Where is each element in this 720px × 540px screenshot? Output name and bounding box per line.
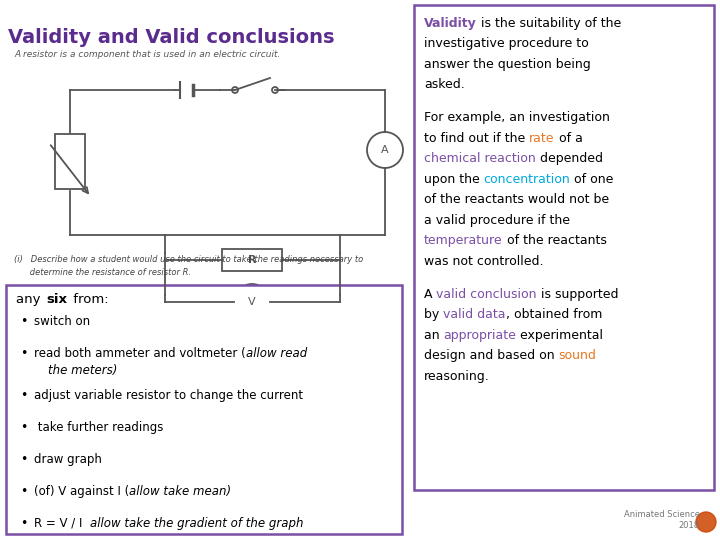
Text: read both ammeter and voltmeter (: read both ammeter and voltmeter (: [34, 347, 246, 360]
Text: sound: sound: [559, 349, 596, 362]
Text: is supported: is supported: [537, 288, 618, 301]
Text: •: •: [20, 421, 27, 434]
Text: from:: from:: [69, 293, 109, 306]
Text: •: •: [20, 347, 27, 360]
Text: a valid procedure if the: a valid procedure if the: [424, 214, 570, 227]
Text: reasoning.: reasoning.: [424, 369, 490, 383]
Text: R = V / I: R = V / I: [34, 517, 90, 530]
Text: •: •: [20, 517, 27, 530]
Text: Validity: Validity: [424, 17, 477, 30]
Text: R: R: [248, 255, 256, 265]
Text: answer the question being: answer the question being: [424, 58, 590, 71]
Text: A: A: [381, 145, 389, 155]
Text: depended: depended: [536, 152, 603, 165]
Text: an: an: [424, 329, 444, 342]
Text: •: •: [20, 485, 27, 498]
Text: of a: of a: [554, 132, 582, 145]
Text: rate: rate: [529, 132, 554, 145]
Text: upon the: upon the: [424, 173, 484, 186]
Text: Animated Science
2018: Animated Science 2018: [624, 510, 700, 530]
Text: to find out if the: to find out if the: [424, 132, 529, 145]
Text: was not controlled.: was not controlled.: [424, 255, 544, 268]
Text: appropriate: appropriate: [444, 329, 516, 342]
Text: take further readings: take further readings: [34, 421, 163, 434]
Text: design and based on: design and based on: [424, 349, 559, 362]
Text: , obtained from: , obtained from: [505, 308, 602, 321]
Text: A resistor is a component that is used in an electric circuit.: A resistor is a component that is used i…: [14, 50, 280, 59]
Circle shape: [367, 132, 403, 168]
Text: of the reactants: of the reactants: [503, 234, 606, 247]
Bar: [6, 285, 402, 534]
Text: of one: of one: [570, 173, 614, 186]
Bar: [222, 249, 282, 271]
Text: Validity and Valid conclusions: Validity and Valid conclusions: [8, 28, 335, 47]
Text: temperature: temperature: [424, 234, 503, 247]
Text: the meters): the meters): [48, 364, 117, 377]
Text: (of) V against I (: (of) V against I (: [34, 485, 130, 498]
Bar: [55, 134, 85, 189]
Text: determine the resistance of resistor R.: determine the resistance of resistor R.: [14, 268, 191, 277]
Text: (i)   Describe how a student would use the circuit to take the readings necessar: (i) Describe how a student would use the…: [14, 255, 364, 264]
Text: allow take mean): allow take mean): [130, 485, 231, 498]
Text: concentration: concentration: [484, 173, 570, 186]
Circle shape: [234, 284, 270, 320]
Text: of the reactants would not be: of the reactants would not be: [424, 193, 609, 206]
Text: chemical reaction: chemical reaction: [424, 152, 536, 165]
Text: •: •: [20, 389, 27, 402]
Text: experimental: experimental: [516, 329, 603, 342]
Text: •: •: [20, 453, 27, 466]
Text: switch on: switch on: [34, 315, 90, 328]
Text: adjust variable resistor to change the current: adjust variable resistor to change the c…: [34, 389, 303, 402]
Text: investigative procedure to: investigative procedure to: [424, 37, 589, 51]
Text: is the suitability of the: is the suitability of the: [477, 17, 621, 30]
Text: valid conclusion: valid conclusion: [436, 288, 537, 301]
Text: allow take the gradient of the graph: allow take the gradient of the graph: [90, 517, 303, 530]
Text: V: V: [248, 297, 256, 307]
Text: asked.: asked.: [424, 78, 464, 91]
Circle shape: [232, 87, 238, 93]
Text: draw graph: draw graph: [34, 453, 102, 466]
Circle shape: [696, 512, 716, 532]
Text: A: A: [424, 288, 436, 301]
Circle shape: [272, 87, 278, 93]
Bar: [414, 5, 714, 490]
Text: •: •: [20, 315, 27, 328]
Text: by: by: [424, 308, 444, 321]
Text: valid data: valid data: [444, 308, 505, 321]
Text: six: six: [46, 293, 67, 306]
Text: allow read: allow read: [246, 347, 307, 360]
Text: any: any: [16, 293, 45, 306]
Text: For example, an investigation: For example, an investigation: [424, 111, 610, 124]
